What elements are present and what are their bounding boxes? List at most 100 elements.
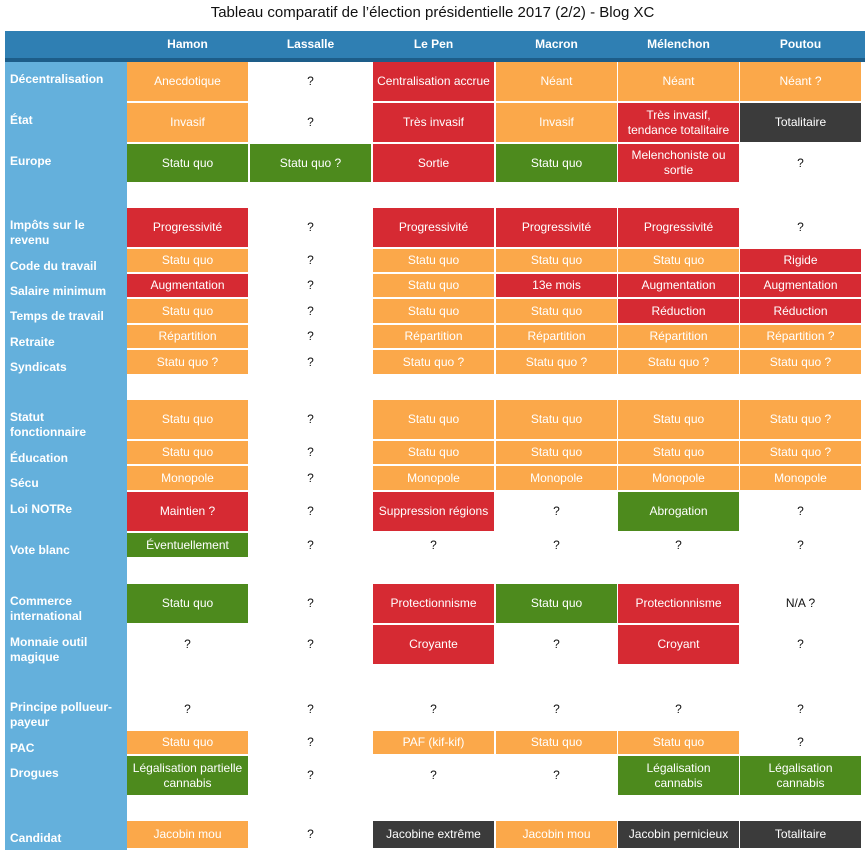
table-cell: Suppression régions bbox=[373, 492, 494, 531]
row-label-decentralisation: Décentralisation bbox=[10, 72, 104, 86]
table-cell: ? bbox=[797, 220, 804, 234]
table-cell: Progressivité bbox=[618, 208, 739, 247]
table-cell: Jacobin mou bbox=[496, 821, 617, 848]
row-label-code-du-travail: Code du travail bbox=[10, 259, 97, 273]
table-cell: ? bbox=[797, 702, 804, 716]
table-cell: ? bbox=[430, 537, 437, 552]
table-cell: Protectionnisme bbox=[618, 584, 739, 623]
table-cell: ? bbox=[307, 504, 314, 518]
row-label-statut-fonctionnaire: Statut fonctionnaire bbox=[10, 410, 87, 439]
table-cell: Monopole bbox=[373, 466, 494, 490]
table-cell: Répartition bbox=[373, 325, 494, 348]
table-cell: Croyant bbox=[618, 625, 739, 664]
table-cell: Néant bbox=[618, 62, 739, 101]
table-cell: Statu quo bbox=[127, 144, 248, 182]
table-cell: Statu quo bbox=[373, 441, 494, 464]
table-cell: Statu quo bbox=[496, 584, 617, 623]
table-cell: Anecdotique bbox=[127, 62, 248, 101]
column-header-lassalle: Lassalle bbox=[286, 37, 335, 51]
table-cell: ? bbox=[307, 768, 314, 782]
table-cell: Centralisation accrue bbox=[373, 62, 494, 101]
table-cell: ? bbox=[553, 537, 560, 552]
table-cell: ? bbox=[675, 702, 682, 716]
table-cell: ? bbox=[307, 537, 314, 552]
column-header-melenchon: Mélenchon bbox=[647, 37, 710, 51]
table-cell: Progressivité bbox=[496, 208, 617, 247]
table-cell: Légalisation partielle cannabis bbox=[127, 756, 248, 795]
table-cell: Statu quo bbox=[618, 441, 739, 464]
table-cell: ? bbox=[307, 596, 314, 610]
table-cell: ? bbox=[307, 329, 314, 343]
row-label-vote-blanc: Vote blanc bbox=[10, 543, 70, 557]
table-cell: ? bbox=[307, 735, 314, 749]
table-cell: Abrogation bbox=[618, 492, 739, 531]
table-cell: ? bbox=[307, 702, 314, 716]
table-cell: Invasif bbox=[127, 103, 248, 142]
table-cell: ? bbox=[307, 74, 314, 88]
row-label-monnaie-outil-magique: Monnaie outil magique bbox=[10, 635, 88, 664]
table-cell: Statu quo ? bbox=[618, 350, 739, 374]
table-cell: Progressivité bbox=[127, 208, 248, 247]
table-cell: Statu quo ? bbox=[496, 350, 617, 374]
table-cell: Augmentation bbox=[618, 274, 739, 297]
table-cell: Statu quo bbox=[496, 400, 617, 439]
table-cell: Statu quo bbox=[618, 731, 739, 754]
table-cell: Légalisation cannabis bbox=[618, 756, 739, 795]
column-header-hamon: Hamon bbox=[167, 37, 208, 51]
table-cell: ? bbox=[307, 412, 314, 426]
table-cell: ? bbox=[307, 637, 314, 651]
table-cell: Statu quo bbox=[127, 400, 248, 439]
table-cell: Réduction bbox=[618, 299, 739, 323]
table-cell: ? bbox=[307, 115, 314, 129]
table-cell: Légalisation cannabis bbox=[740, 756, 861, 795]
table-cell: ? bbox=[307, 220, 314, 234]
table-cell: Jacobine extrême bbox=[373, 821, 494, 848]
table-cell: Statu quo bbox=[127, 249, 248, 272]
table-cell: Croyante bbox=[373, 625, 494, 664]
table-cell: Melenchoniste ou sortie bbox=[618, 144, 739, 182]
column-header-macron: Macron bbox=[535, 37, 578, 51]
header-divider bbox=[5, 58, 865, 62]
table-cell: Statu quo bbox=[373, 400, 494, 439]
table-cell: ? bbox=[307, 354, 314, 369]
table-cell: Statu quo ? bbox=[740, 350, 861, 374]
table-cell: Rigide bbox=[740, 249, 861, 272]
table-cell: ? bbox=[797, 537, 804, 552]
table-cell: Invasif bbox=[496, 103, 617, 142]
table-cell: Statu quo bbox=[127, 584, 248, 623]
row-labels-column bbox=[5, 62, 127, 850]
table-cell: Statu quo ? bbox=[127, 350, 248, 374]
table-cell: 13e mois bbox=[496, 274, 617, 297]
table-cell: Statu quo ? bbox=[250, 144, 371, 182]
table-cell: Monopole bbox=[127, 466, 248, 490]
table-cell: ? bbox=[430, 768, 437, 782]
column-header-poutou: Poutou bbox=[779, 37, 822, 51]
row-label-commerce-international: Commerce international bbox=[10, 594, 83, 623]
table-cell: Répartition ? bbox=[740, 325, 861, 348]
table-cell: Sortie bbox=[373, 144, 494, 182]
table-cell: Éventuellement bbox=[127, 533, 248, 557]
table-cell: ? bbox=[675, 537, 682, 552]
table-cell: ? bbox=[797, 504, 804, 518]
table-cell: Néant ? bbox=[740, 62, 861, 101]
table-cell: Néant bbox=[496, 62, 617, 101]
table-cell: Statu quo bbox=[127, 441, 248, 464]
table-cell: ? bbox=[307, 470, 314, 485]
table-cell: Augmentation bbox=[740, 274, 861, 297]
table-cell: ? bbox=[307, 827, 314, 841]
table-cell: Statu quo bbox=[496, 731, 617, 754]
row-label-europe: Europe bbox=[10, 154, 52, 168]
table-cell: Statu quo bbox=[373, 249, 494, 272]
row-label-pac: PAC bbox=[10, 741, 35, 755]
table-cell: Statu quo ? bbox=[740, 400, 861, 439]
table-cell: Statu quo bbox=[496, 144, 617, 182]
table-cell: Statu quo bbox=[373, 274, 494, 297]
column-header-le-pen: Le Pen bbox=[413, 37, 454, 51]
page-title: Tableau comparatif de l’élection préside… bbox=[210, 4, 655, 21]
table-cell: Statu quo ? bbox=[373, 350, 494, 374]
table-cell: Très invasif, tendance totalitaire bbox=[618, 103, 739, 142]
table-cell: ? bbox=[797, 735, 804, 749]
table-cell: Statu quo bbox=[618, 249, 739, 272]
table-cell: Réduction bbox=[740, 299, 861, 323]
table-cell: Monopole bbox=[618, 466, 739, 490]
